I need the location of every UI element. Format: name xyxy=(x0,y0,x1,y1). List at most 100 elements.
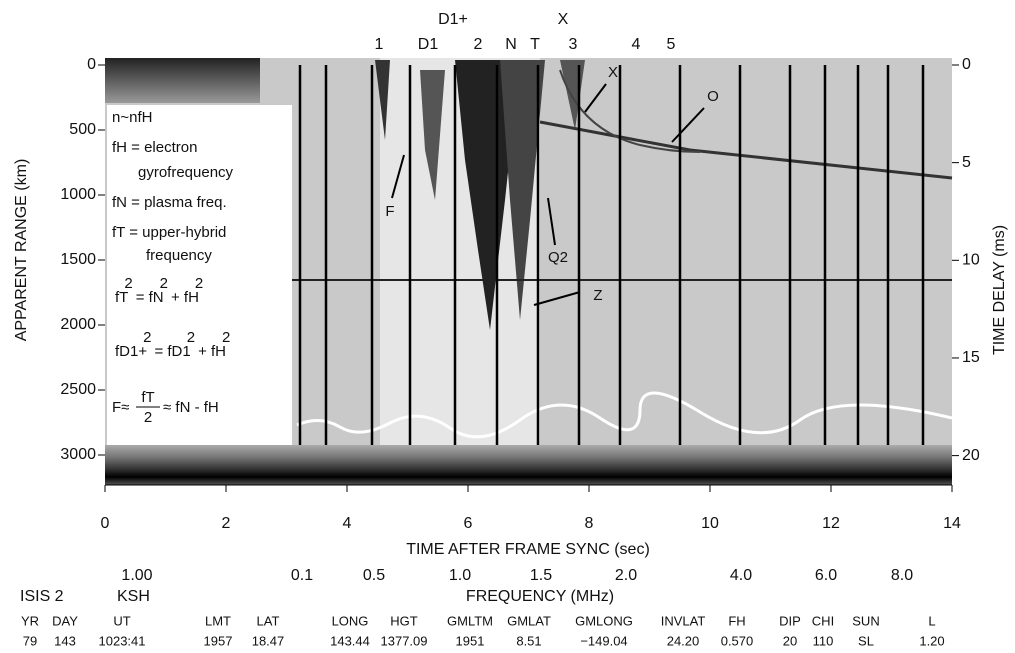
y-tick-label: 2500 xyxy=(60,381,96,398)
info-value: −149.04 xyxy=(580,633,627,648)
y-tick-label: 500 xyxy=(69,121,96,138)
y-tick-label: 2000 xyxy=(60,316,96,333)
equation: fD1+2= fD12+ fH2 xyxy=(115,329,230,360)
equation-part: fT xyxy=(141,389,154,406)
annotation: Z xyxy=(593,287,602,304)
top-label: 4 xyxy=(632,36,641,53)
info-header: LMT xyxy=(205,613,231,628)
frequency-label: 1.5 xyxy=(530,567,552,584)
x-tick-label: 8 xyxy=(585,515,594,532)
frequency-label: 0.1 xyxy=(291,567,313,584)
info-header: DIP xyxy=(779,613,801,628)
equation-part: + fH xyxy=(171,289,199,306)
top-label: T xyxy=(530,36,540,53)
x-tick-label: 10 xyxy=(701,515,719,532)
top-label: 1 xyxy=(375,36,384,53)
legend-text: fH = electron xyxy=(112,139,197,156)
y2-tick-label: 20 xyxy=(962,447,980,464)
annotation: X xyxy=(608,64,618,81)
equation: fT2= fN2+ fH2 xyxy=(115,275,203,306)
info-header: DAY xyxy=(52,613,78,628)
legend-text: gyrofrequency xyxy=(138,164,234,181)
annotation: O xyxy=(707,88,719,105)
top-label: 3 xyxy=(569,36,578,53)
equation-part: + fH xyxy=(198,343,226,360)
y2-axis-label: TIME DELAY (ms) xyxy=(991,225,1008,355)
info-value: 24.20 xyxy=(667,633,700,648)
info-value: 20 xyxy=(783,633,797,648)
info-header: GMLONG xyxy=(575,613,633,628)
x-tick-label: 0 xyxy=(101,515,110,532)
frequency-title: FREQUENCY (MHz) xyxy=(466,588,614,605)
frequency-label: 6.0 xyxy=(815,567,837,584)
info-value: 1023:41 xyxy=(99,633,146,648)
info-header: L xyxy=(928,613,935,628)
x-axis-label: TIME AFTER FRAME SYNC (sec) xyxy=(406,541,650,558)
equation-part: = fN xyxy=(136,289,164,306)
info-header: CHI xyxy=(812,613,834,628)
legend-text: fN = plasma freq. xyxy=(112,194,227,211)
info-value: 0.570 xyxy=(721,633,754,648)
y2-tick-label: 15 xyxy=(962,349,980,366)
legend-text: frequency xyxy=(146,247,212,264)
frequency-label: 0.5 xyxy=(363,567,385,584)
superscript: 2 xyxy=(187,329,195,346)
info-value: 143.44 xyxy=(330,633,370,648)
frequency-label: 1.00 xyxy=(121,567,152,584)
top-label: X xyxy=(558,11,569,28)
y-tick-label: 3000 xyxy=(60,446,96,463)
y-tick-label: 0 xyxy=(87,56,96,73)
station: KSH xyxy=(117,588,150,605)
y2-tick-label: 0 xyxy=(962,56,971,73)
info-header: LAT xyxy=(257,613,280,628)
x-tick-label: 6 xyxy=(464,515,473,532)
y2-tick-label: 5 xyxy=(962,154,971,171)
y-axis-label: APPARENT RANGE (km) xyxy=(13,159,30,342)
frequency-label: 2.0 xyxy=(615,567,637,584)
y-tick-label: 1000 xyxy=(60,186,96,203)
x-tick-label: 12 xyxy=(822,515,840,532)
legend-text: fT = upper-hybrid xyxy=(112,224,226,241)
superscript: 2 xyxy=(195,275,203,292)
info-header: LONG xyxy=(332,613,369,628)
info-header: FH xyxy=(728,613,745,628)
info-value: 1377.09 xyxy=(381,633,428,648)
info-header: GMLAT xyxy=(507,613,551,628)
frequency-label: 1.0 xyxy=(449,567,471,584)
info-value: 110 xyxy=(813,633,834,648)
top-label: 5 xyxy=(667,36,676,53)
superscript: 2 xyxy=(143,329,151,346)
frequency-label: 4.0 xyxy=(730,567,752,584)
info-header: HGT xyxy=(390,613,418,628)
superscript: 2 xyxy=(124,275,132,292)
info-value: 18.47 xyxy=(252,633,285,648)
info-value: 1951 xyxy=(456,633,485,648)
plot-image xyxy=(105,58,953,485)
info-value: 1957 xyxy=(204,633,233,648)
info-value: SL xyxy=(858,633,874,648)
equation-part: = fD1 xyxy=(154,343,190,360)
equation-part: F≈ xyxy=(112,399,129,416)
superscript: 2 xyxy=(222,329,230,346)
y2-tick-label: 10 xyxy=(962,252,980,269)
annotation: F xyxy=(385,203,394,220)
equation-part: ≈ fN - fH xyxy=(163,399,219,416)
x-tick-label: 4 xyxy=(343,515,352,532)
arrows xyxy=(391,83,705,306)
superscript: 2 xyxy=(160,275,168,292)
info-value: 79 xyxy=(23,633,37,648)
top-label: N xyxy=(505,36,517,53)
top-label: D1 xyxy=(418,36,439,53)
legend-text: n~nfH xyxy=(112,109,152,126)
info-header: INVLAT xyxy=(661,613,706,628)
annotation: Q2 xyxy=(548,249,568,266)
info-header: SUN xyxy=(852,613,879,628)
info-header: YR xyxy=(21,613,39,628)
equation-part: fT xyxy=(115,289,128,306)
info-value: 1.20 xyxy=(919,633,944,648)
top-label: D1+ xyxy=(438,11,468,28)
info-value: 8.51 xyxy=(516,633,541,648)
frequency-label: 8.0 xyxy=(891,567,913,584)
info-header: UT xyxy=(113,613,130,628)
